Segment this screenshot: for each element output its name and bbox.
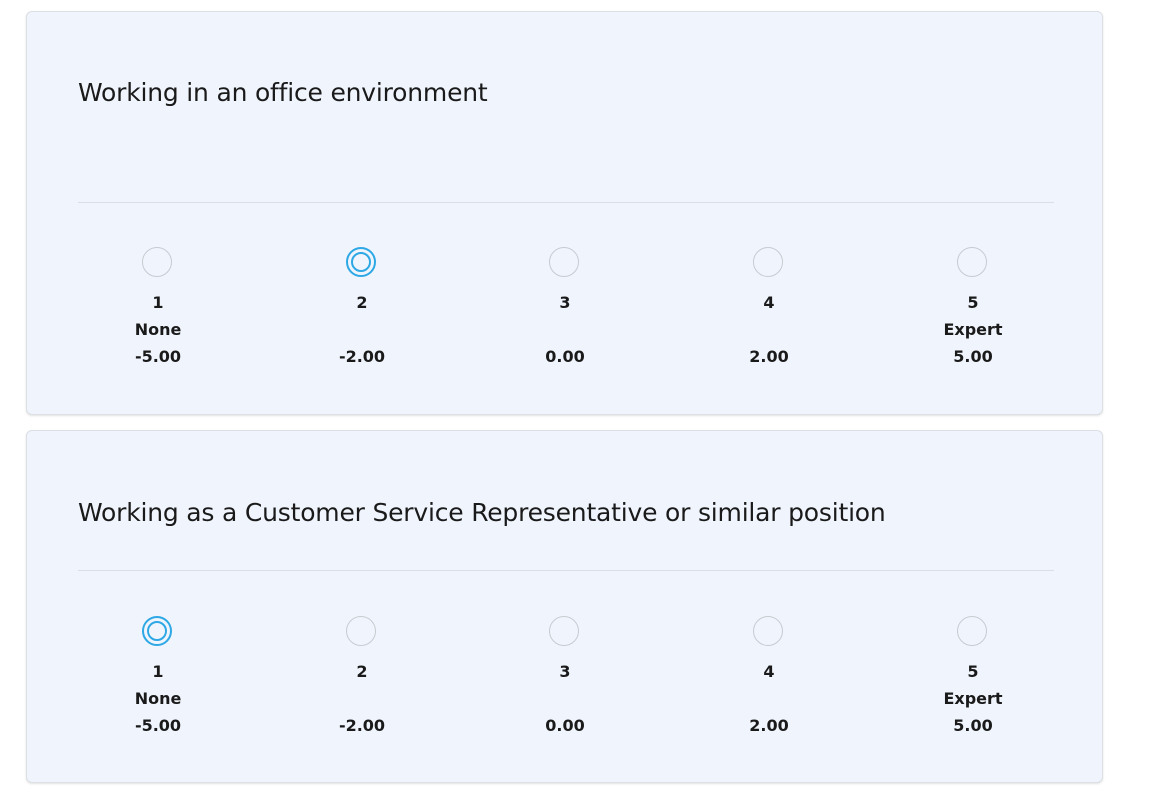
rating-option-5[interactable]: 5 Expert 5.00 [871,245,1075,375]
option-score: -2.00 [338,716,386,735]
question-card: Working as a Customer Service Representa… [26,430,1103,783]
rating-option-5[interactable]: 5 Expert 5.00 [871,614,1075,744]
rating-scale: 1 None -5.00 2 -2.00 3 0.00 4 2.00 5 Exp… [56,245,1076,375]
option-number: 5 [967,293,979,312]
option-label: None [134,320,182,339]
radio-button[interactable] [753,247,783,277]
divider [78,570,1054,571]
option-number: 2 [356,662,368,681]
radio-button[interactable] [549,616,579,646]
rating-option-1[interactable]: 1 None -5.00 [56,614,260,744]
option-number: 1 [152,662,164,681]
option-score: 0.00 [545,347,585,366]
option-score: 5.00 [953,716,993,735]
rating-option-2[interactable]: 2 -2.00 [260,614,464,744]
option-number: 4 [763,293,775,312]
radio-button[interactable] [549,247,579,277]
option-number: 5 [967,662,979,681]
radio-button[interactable] [142,247,172,277]
option-number: 1 [152,293,164,312]
radio-button[interactable] [957,616,987,646]
radio-button[interactable] [142,616,172,646]
rating-scale: 1 None -5.00 2 -2.00 3 0.00 4 2.00 5 Exp… [56,614,1076,744]
radio-button[interactable] [957,247,987,277]
option-label: None [134,689,182,708]
rating-option-3[interactable]: 3 0.00 [463,245,667,375]
option-score: -5.00 [134,716,182,735]
option-number: 3 [559,662,571,681]
option-label: Expert [943,320,1003,339]
option-number: 4 [763,662,775,681]
question-title: Working in an office environment [78,78,488,107]
question-card: Working in an office environment 1 None … [26,11,1103,415]
rating-option-1[interactable]: 1 None -5.00 [56,245,260,375]
rating-option-2[interactable]: 2 -2.00 [260,245,464,375]
rating-option-3[interactable]: 3 0.00 [463,614,667,744]
option-number: 3 [559,293,571,312]
question-title: Working as a Customer Service Representa… [78,498,886,527]
option-score: -2.00 [338,347,386,366]
option-score: -5.00 [134,347,182,366]
option-score: 2.00 [749,347,789,366]
divider [78,202,1054,203]
rating-option-4[interactable]: 4 2.00 [667,245,871,375]
radio-button[interactable] [346,616,376,646]
option-score: 2.00 [749,716,789,735]
option-score: 0.00 [545,716,585,735]
option-score: 5.00 [953,347,993,366]
option-label: Expert [943,689,1003,708]
radio-button[interactable] [346,247,376,277]
rating-option-4[interactable]: 4 2.00 [667,614,871,744]
option-number: 2 [356,293,368,312]
radio-button[interactable] [753,616,783,646]
